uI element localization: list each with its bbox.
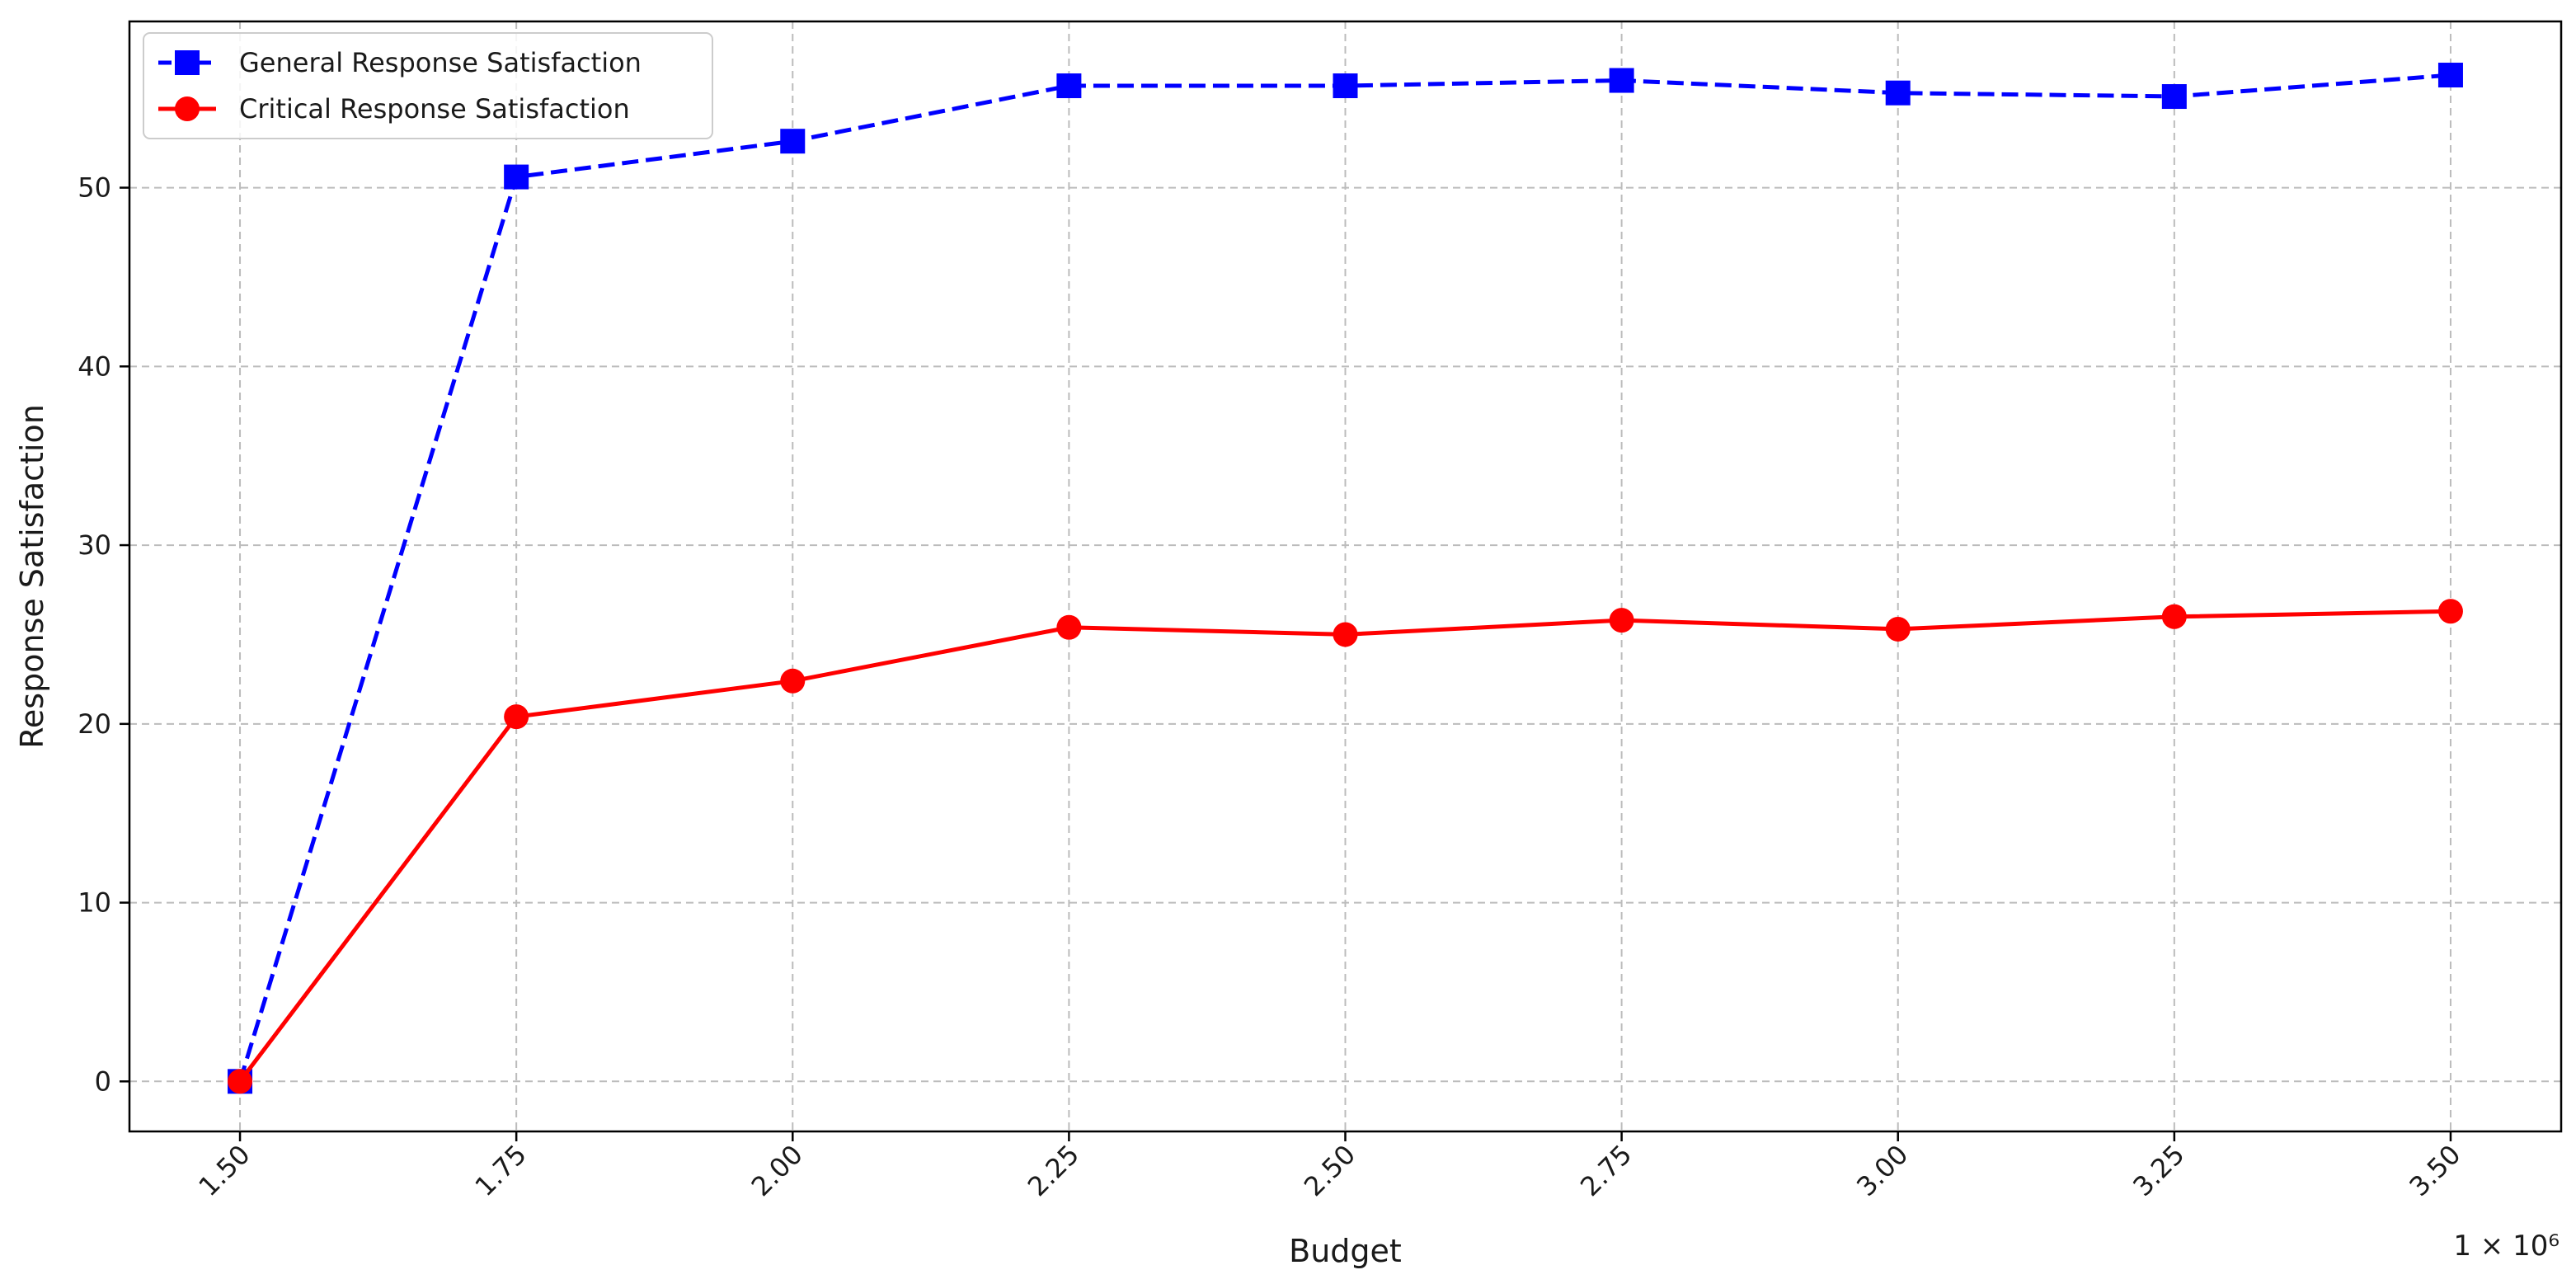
x-tick-label: 2.75 (1574, 1139, 1638, 1202)
data-point-circle (228, 1069, 253, 1094)
data-point-square (175, 50, 200, 75)
data-point-square (1056, 73, 1082, 99)
data-point-circle (1056, 614, 1082, 640)
data-point-circle (780, 668, 806, 694)
data-point-circle (1609, 608, 1634, 633)
y-tick-label: 50 (78, 172, 111, 204)
series-critical (228, 599, 2463, 1094)
data-point-circle (504, 704, 529, 730)
legend-box (143, 32, 713, 139)
x-tick-label: 3.50 (2403, 1139, 2466, 1202)
data-point-square (1333, 73, 1358, 99)
x-axis-multiplier-label: 1 × 10⁶ (2453, 1230, 2560, 1263)
data-point-square (2161, 84, 2187, 110)
data-point-square (504, 164, 529, 190)
legend: General Response Satisfaction Critical Re… (143, 32, 713, 139)
y-tick-label: 40 (78, 350, 111, 382)
data-point-square (1885, 80, 1911, 106)
y-tick-label: 30 (78, 529, 111, 561)
series-layer (228, 63, 2463, 1094)
y-tick-label: 20 (78, 708, 111, 740)
x-tick-label: 1.50 (192, 1139, 256, 1202)
grid-layer (129, 21, 2561, 1131)
y-tick-label: 0 (95, 1065, 111, 1097)
data-point-circle (2437, 599, 2463, 624)
x-axis-label: Budget (1289, 1233, 1402, 1269)
data-point-circle (175, 96, 200, 121)
y-axis-label: Response Satisfaction (14, 404, 50, 749)
x-tick-label: 1.75 (469, 1139, 533, 1202)
y-tick-label: 10 (78, 887, 111, 919)
x-tick-label: 2.25 (1022, 1139, 1085, 1202)
legend-item: General Response Satisfaction (158, 47, 642, 78)
legend-item: Critical Response Satisfaction (158, 93, 630, 125)
x-tick-label: 2.50 (1298, 1139, 1361, 1202)
x-tick-label: 3.25 (2127, 1139, 2190, 1202)
data-point-square (1609, 68, 1634, 93)
data-point-square (780, 129, 806, 154)
legend-label: General Response Satisfaction (239, 47, 642, 78)
legend-label: Critical Response Satisfaction (239, 93, 630, 125)
data-point-square (2437, 63, 2463, 88)
data-point-circle (1885, 616, 1911, 642)
x-tick-label: 2.00 (745, 1139, 809, 1202)
x-tick-label: 3.00 (1850, 1139, 1914, 1202)
data-point-circle (1333, 622, 1358, 647)
data-point-circle (2161, 604, 2187, 629)
axis-layer: 1.50 1.75 2.00 2.25 2.50 2.75 3.00 3.25 3.50 0 10 2… (78, 172, 2466, 1202)
